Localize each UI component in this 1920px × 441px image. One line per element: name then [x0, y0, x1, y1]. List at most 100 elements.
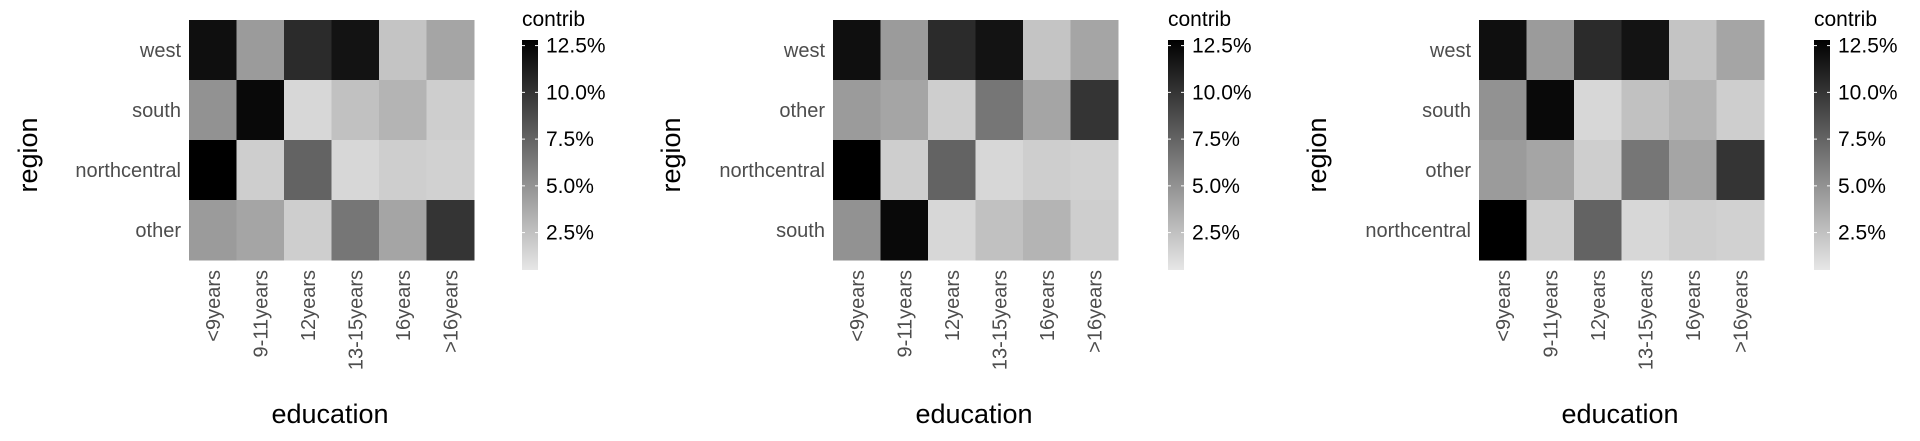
heatmap-cell: [1023, 200, 1071, 261]
heatmap-cell: [1526, 80, 1575, 141]
heatmap-cell: [426, 80, 475, 141]
heatmap-cell: [284, 200, 332, 261]
heatmap-cell: [975, 20, 1024, 81]
legend-ticks: 2.5% 5.0% 7.5% 10.0% 12.5%: [1814, 35, 1898, 245]
heatmap-cell: [975, 140, 1024, 201]
heatmap-cell: [1574, 200, 1622, 261]
heatmap-cell: [379, 200, 427, 261]
heatmap-panel-2: west other northcentral south <9years 9-11ye…: [656, 8, 1252, 429]
y-tick-label: other: [779, 100, 825, 122]
x-tick-label: 12years: [942, 270, 964, 341]
heatmap-cell: [1479, 20, 1527, 81]
x-tick-label: 9-11years: [894, 270, 916, 357]
heatmap-cell: [284, 140, 332, 201]
y-tick-labels: west south northcentral other: [75, 40, 181, 242]
heatmap-cell: [1669, 80, 1717, 141]
heatmap-cell: [379, 140, 427, 201]
heatmap-cell: [1716, 200, 1765, 261]
y-tick-label: other: [135, 220, 181, 242]
heatmap-cell: [236, 140, 285, 201]
y-tick-label: other: [1425, 160, 1471, 182]
heatmap-cell: [1716, 140, 1765, 201]
x-tick-label: 16years: [1037, 270, 1059, 341]
legend-tick-label: 2.5%: [1192, 222, 1240, 245]
x-tick-label: 13-15years: [1635, 270, 1657, 370]
heatmap-cell: [1669, 140, 1717, 201]
heatmap-cell: [1070, 200, 1119, 261]
legend-ticks: 2.5% 5.0% 7.5% 10.0% 12.5%: [522, 35, 606, 245]
legend-tick-label: 10.0%: [1838, 81, 1898, 104]
heatmap-cell: [880, 80, 929, 141]
y-tick-label: northcentral: [75, 160, 181, 182]
y-tick-labels: west south other northcentral: [1365, 40, 1471, 242]
heatmap-cell: [189, 200, 237, 261]
heatmap-cell: [189, 140, 237, 201]
legend-tick-label: 5.0%: [1192, 175, 1240, 198]
heatmap-cell: [284, 20, 332, 81]
legend-tick-label: 5.0%: [1838, 175, 1886, 198]
heatmap-cell: [426, 200, 475, 261]
heatmap-cell: [1479, 140, 1527, 201]
color-legend: contrib 2.5% 5.0% 7.5% 10.0% 12.5%: [1168, 8, 1252, 270]
y-tick-label: northcentral: [1365, 220, 1471, 242]
heatmap-cell: [331, 80, 380, 141]
x-tick-labels: <9years 9-11years 12years 13-15years 16years…: [203, 270, 463, 370]
heatmap-cell: [1526, 140, 1575, 201]
x-tick-label: 13-15years: [989, 270, 1011, 370]
heatmap-cell: [975, 80, 1024, 141]
color-legend: contrib 2.5% 5.0% 7.5% 10.0% 12.5%: [522, 8, 606, 270]
x-tick-labels: <9years 9-11years 12years 13-15years 16years…: [847, 270, 1107, 370]
x-tick-label: 12years: [1588, 270, 1610, 341]
heatmap-cell: [1574, 140, 1622, 201]
legend-tick-label: 2.5%: [1838, 222, 1886, 245]
x-axis-title: education: [271, 399, 388, 429]
legend-tick-label: 12.5%: [1192, 35, 1252, 58]
legend-colorbar: [1168, 40, 1184, 270]
heatmap-cell: [426, 140, 475, 201]
x-tick-label: 16years: [1683, 270, 1705, 341]
heatmap-cell: [833, 200, 881, 261]
heatmap-cell: [1070, 140, 1119, 201]
legend-ticks: 2.5% 5.0% 7.5% 10.0% 12.5%: [1168, 35, 1252, 245]
x-tick-labels: <9years 9-11years 12years 13-15years 16years…: [1493, 270, 1753, 370]
x-tick-label: <9years: [203, 270, 225, 342]
heatmap-cell: [880, 140, 929, 201]
heatmap-cell: [331, 200, 380, 261]
x-tick-label: 9-11years: [1540, 270, 1562, 357]
y-tick-label: west: [783, 40, 826, 62]
legend-title: contrib: [1814, 8, 1877, 31]
heatmap-cell: [975, 200, 1024, 261]
heatmap-cell: [331, 140, 380, 201]
x-tick-label: 16years: [393, 270, 415, 341]
y-tick-label: south: [132, 100, 181, 122]
heatmap-cell: [1479, 80, 1527, 141]
y-axis-title: region: [656, 117, 686, 192]
heatmap-cell: [833, 80, 881, 141]
heatmap-cell: [1070, 80, 1119, 141]
heatmap-cell: [379, 20, 427, 81]
heatmap-cell: [928, 20, 976, 81]
heatmap-cells: [1479, 20, 1765, 261]
x-tick-label: 13-15years: [345, 270, 367, 370]
heatmap-cell: [833, 20, 881, 81]
heatmap-cell: [426, 20, 475, 81]
heatmap-cell: [1479, 200, 1527, 261]
heatmap-cell: [1023, 80, 1071, 141]
heatmap-cell: [1669, 200, 1717, 261]
y-axis-title: region: [1302, 117, 1332, 192]
heatmap-cell: [284, 80, 332, 141]
x-tick-label: >16years: [1730, 270, 1752, 353]
legend-title: contrib: [1168, 8, 1231, 31]
y-tick-label: northcentral: [719, 160, 825, 182]
x-tick-label: >16years: [1084, 270, 1106, 353]
legend-colorbar: [522, 40, 538, 270]
y-tick-label: south: [776, 220, 825, 242]
legend-colorbar: [1814, 40, 1830, 270]
heatmap-cell: [236, 200, 285, 261]
heatmap-cell: [928, 80, 976, 141]
color-legend: contrib 2.5% 5.0% 7.5% 10.0% 12.5%: [1814, 8, 1898, 270]
heatmap-cell: [880, 200, 929, 261]
x-axis-title: education: [915, 399, 1032, 429]
heatmap-cell: [1621, 140, 1670, 201]
